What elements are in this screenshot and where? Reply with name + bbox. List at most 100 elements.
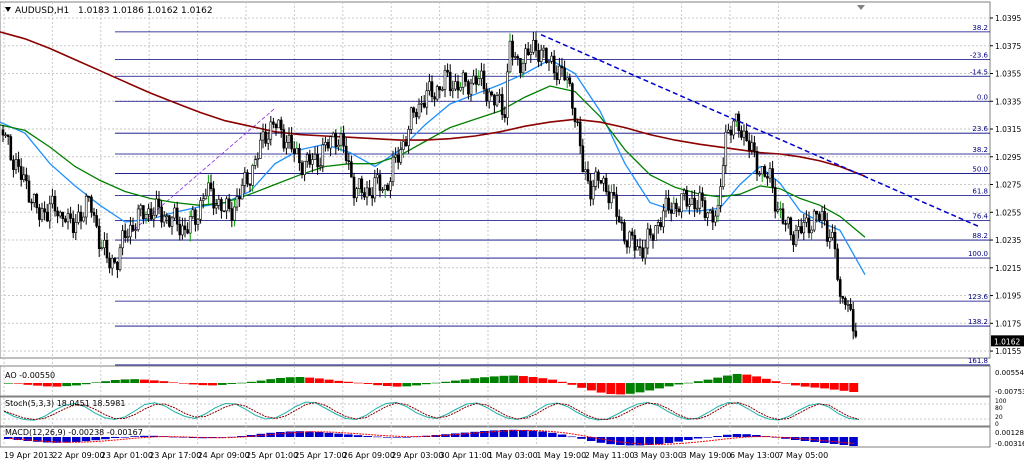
candle-body <box>812 210 816 231</box>
candle-body <box>64 218 67 223</box>
candle-body <box>134 229 137 231</box>
ao-bar <box>237 382 247 384</box>
candle-body <box>446 69 449 73</box>
macd-bar <box>586 437 596 441</box>
ao-bar <box>548 379 558 383</box>
candle-body <box>285 141 288 149</box>
x-tick-label: 29 Apr 03:00 <box>391 451 443 460</box>
fibo-level-label: 123.6 <box>968 293 989 301</box>
candle-body <box>753 142 756 152</box>
candle-body <box>727 129 730 133</box>
candle-body <box>188 216 192 234</box>
macd-bar <box>441 434 450 437</box>
macd-bar <box>625 437 635 446</box>
ao-bar <box>664 383 674 387</box>
fibo-level-label: -23.6 <box>970 52 989 60</box>
macd-bar <box>548 432 557 437</box>
candle-body <box>649 228 652 236</box>
macd-bar <box>237 436 246 437</box>
ao-bar <box>305 377 315 383</box>
candle-body <box>53 195 57 212</box>
stoch-signal-line <box>3 401 860 421</box>
y-tick-label: 1.0235 <box>995 236 1021 245</box>
candle-body <box>797 226 800 231</box>
ao-bar <box>635 383 645 393</box>
candle-body <box>277 119 280 129</box>
candle-body <box>690 197 694 205</box>
candle-body <box>173 207 176 219</box>
candle-body <box>230 208 234 221</box>
candle-body <box>129 224 132 238</box>
candle-body <box>823 211 826 221</box>
macd-bar <box>703 437 713 438</box>
candle-body <box>716 205 720 217</box>
candle-body <box>43 208 46 213</box>
macd-bar <box>742 434 751 437</box>
candle-body <box>417 103 421 118</box>
ao-bar <box>596 383 606 393</box>
ao-bar <box>373 383 383 386</box>
candle-body <box>69 213 72 219</box>
fibo-level-label: 100.0 <box>968 250 988 258</box>
macd-bar <box>713 436 722 437</box>
candle-body <box>495 95 499 106</box>
candle-body <box>376 174 379 179</box>
candle-body <box>532 39 535 53</box>
macd-bar <box>120 437 130 438</box>
ao-bar <box>441 381 451 383</box>
candle-body <box>636 246 639 251</box>
macd-bar <box>684 437 693 440</box>
candle-body <box>116 261 119 270</box>
candle-body <box>321 144 325 167</box>
y-tick-label: 1.0275 <box>995 181 1021 190</box>
candle-body <box>95 215 98 227</box>
y-tick-label: 1.0295 <box>995 153 1021 162</box>
candle-body <box>641 247 644 259</box>
candle-body <box>776 209 780 212</box>
macd-bar <box>528 430 538 437</box>
candle-body <box>121 230 124 249</box>
macd-label: MACD(12,26,9) -0.00238 -0.00167 <box>5 428 143 437</box>
candle-body <box>84 195 88 218</box>
macd-bar <box>208 437 217 438</box>
ao-panel-border <box>0 365 991 397</box>
candle-body <box>701 192 704 201</box>
macd-bar <box>752 435 761 437</box>
candle-body <box>246 172 249 185</box>
candle-body <box>485 88 488 102</box>
candle-body <box>383 184 387 190</box>
candle-body <box>654 225 657 241</box>
candle-body <box>441 89 444 91</box>
ao-bar <box>256 380 266 383</box>
candle-body <box>745 130 748 142</box>
candle-body <box>308 154 312 165</box>
candle-body <box>79 211 83 222</box>
candle-body <box>316 154 319 168</box>
candle-body <box>142 205 145 220</box>
macd-bar <box>839 437 849 445</box>
stoch-y-tick: 100 <box>995 398 1007 405</box>
candle-body <box>370 194 374 199</box>
ao-bar <box>654 383 664 389</box>
candle-body <box>56 210 59 217</box>
macd-bar <box>567 436 577 438</box>
candle-body <box>168 215 171 227</box>
candle-body <box>576 121 579 124</box>
chart-shift-marker-icon[interactable] <box>857 5 865 10</box>
x-tick-label: 19 Apr 2013 <box>4 451 53 460</box>
stoch-y-tick: 0 <box>995 421 999 428</box>
candle-body <box>729 129 733 136</box>
ao-bar <box>722 375 732 383</box>
candle-body <box>555 72 559 80</box>
candle-body <box>389 181 392 191</box>
macd-bar <box>178 437 188 438</box>
macd-bar <box>344 434 353 437</box>
symbol-dropdown-icon[interactable] <box>5 7 11 12</box>
candle-body <box>534 39 538 51</box>
macd-bar <box>101 437 110 440</box>
main-panel-border <box>0 1 991 359</box>
ao-bar <box>198 383 208 386</box>
ao-bar <box>470 378 480 383</box>
